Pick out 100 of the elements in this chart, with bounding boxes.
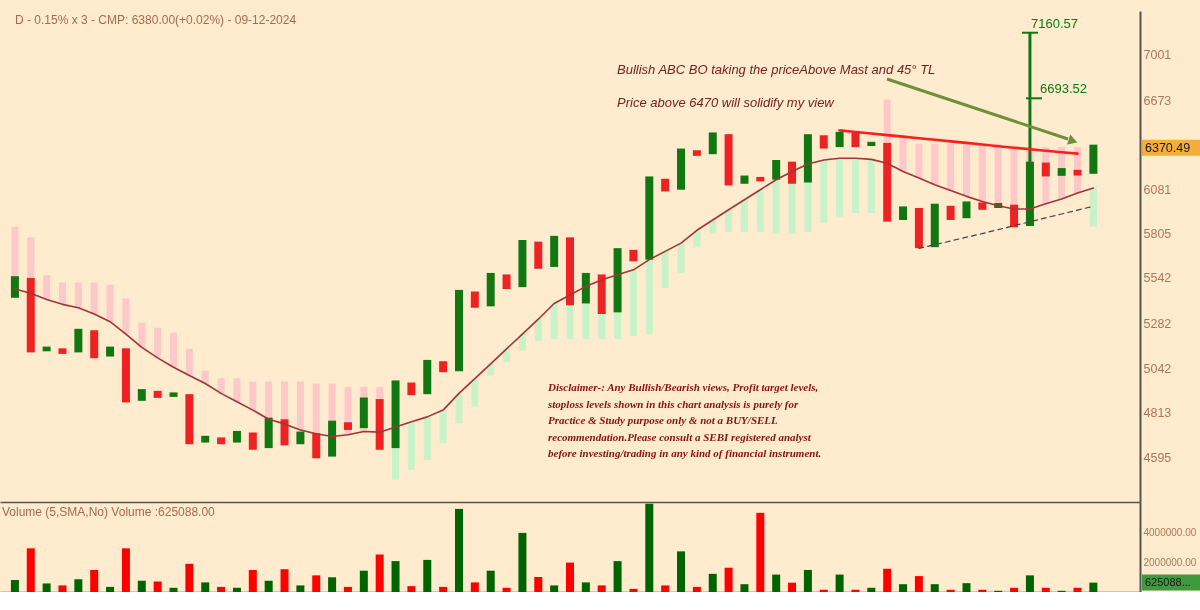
chart-title: Volume (5,SMA,No) Volume :625088.00 — [2, 505, 216, 519]
bar — [249, 381, 257, 411]
bar — [867, 587, 876, 592]
bar — [407, 421, 415, 470]
bar — [883, 568, 892, 592]
bar — [709, 219, 717, 234]
bar — [899, 136, 907, 172]
bar — [122, 298, 130, 335]
bar — [947, 143, 955, 191]
bar — [328, 577, 337, 592]
bar — [899, 206, 908, 220]
bar — [566, 237, 574, 306]
bar — [43, 275, 51, 300]
y-tick-label: 6081 — [1143, 182, 1172, 197]
bar — [343, 422, 352, 430]
bar — [439, 410, 447, 444]
bar — [597, 585, 606, 592]
bar — [90, 330, 99, 359]
bar — [265, 381, 273, 418]
bar — [153, 390, 162, 398]
bar — [1089, 144, 1098, 174]
bar — [154, 327, 162, 358]
bar — [454, 289, 463, 372]
bar — [502, 274, 511, 290]
bar — [232, 430, 241, 443]
bar — [725, 209, 733, 232]
bar — [613, 248, 622, 313]
bar — [835, 131, 844, 148]
bar — [851, 158, 859, 214]
bar — [566, 305, 574, 340]
bar — [645, 503, 654, 592]
bar — [978, 143, 986, 202]
y-tick-label: 5805 — [1143, 227, 1172, 242]
bar — [550, 585, 559, 592]
bar — [661, 251, 669, 289]
annotation: Disclaimer-: Any Bullish/Bearish views, Profit target levels, stoploss levels shown in this chart analysis is purely for Practice & Study purpose only & not a BUY/SELL recommendation.Please consult a SEBI registered analyst before investing/trading in any kind of financial instrument. — [547, 381, 822, 459]
bar — [312, 575, 321, 592]
bar — [629, 588, 638, 592]
bar — [169, 392, 178, 397]
bar — [169, 587, 178, 592]
bar — [296, 585, 305, 592]
annotation: Price above 6470 will solidify my view — [617, 95, 836, 110]
bar — [851, 132, 860, 148]
bar — [1073, 587, 1082, 592]
bar — [376, 386, 384, 400]
bar — [788, 183, 796, 234]
bar — [42, 583, 51, 592]
bar — [994, 143, 1002, 204]
bar — [1041, 162, 1050, 177]
bar — [772, 179, 780, 234]
bar — [740, 199, 748, 232]
bar — [10, 276, 19, 298]
bar — [597, 274, 606, 314]
bar — [692, 586, 701, 592]
bar — [137, 389, 146, 401]
bar — [58, 282, 66, 305]
bar — [930, 584, 939, 592]
bar — [185, 394, 194, 445]
bar — [328, 420, 337, 457]
bar — [677, 243, 685, 273]
bar — [312, 433, 321, 459]
bar — [581, 582, 590, 592]
bar — [1025, 575, 1034, 592]
bar — [914, 576, 923, 592]
bar — [121, 548, 130, 592]
bar — [756, 189, 764, 232]
bar — [359, 570, 368, 592]
bar — [90, 282, 98, 314]
bar — [772, 574, 781, 592]
bar — [962, 143, 970, 197]
text: 6370.49 — [1145, 140, 1191, 155]
bar — [201, 370, 209, 384]
annotation: 6693.52 — [1040, 81, 1087, 96]
bar — [803, 134, 812, 183]
bar — [550, 303, 558, 340]
bar — [962, 201, 971, 219]
bar — [343, 586, 352, 592]
bar — [1010, 587, 1019, 592]
bar — [930, 203, 939, 248]
bar — [470, 291, 479, 308]
bar — [518, 532, 527, 592]
bar — [359, 397, 368, 429]
bar — [978, 202, 987, 210]
bar — [312, 383, 320, 434]
bar — [740, 175, 749, 184]
bar — [598, 313, 606, 340]
bar — [962, 583, 971, 592]
bar — [121, 348, 130, 403]
bar — [423, 559, 432, 592]
bar — [90, 569, 99, 592]
bar — [788, 161, 797, 184]
bar — [232, 587, 241, 592]
bar — [106, 346, 115, 357]
bar — [280, 569, 289, 592]
bar — [804, 182, 812, 232]
bar — [534, 577, 543, 592]
bar — [835, 574, 844, 592]
y-tick-label: 6673 — [1143, 93, 1172, 108]
bar — [74, 328, 83, 353]
bar — [137, 580, 146, 592]
